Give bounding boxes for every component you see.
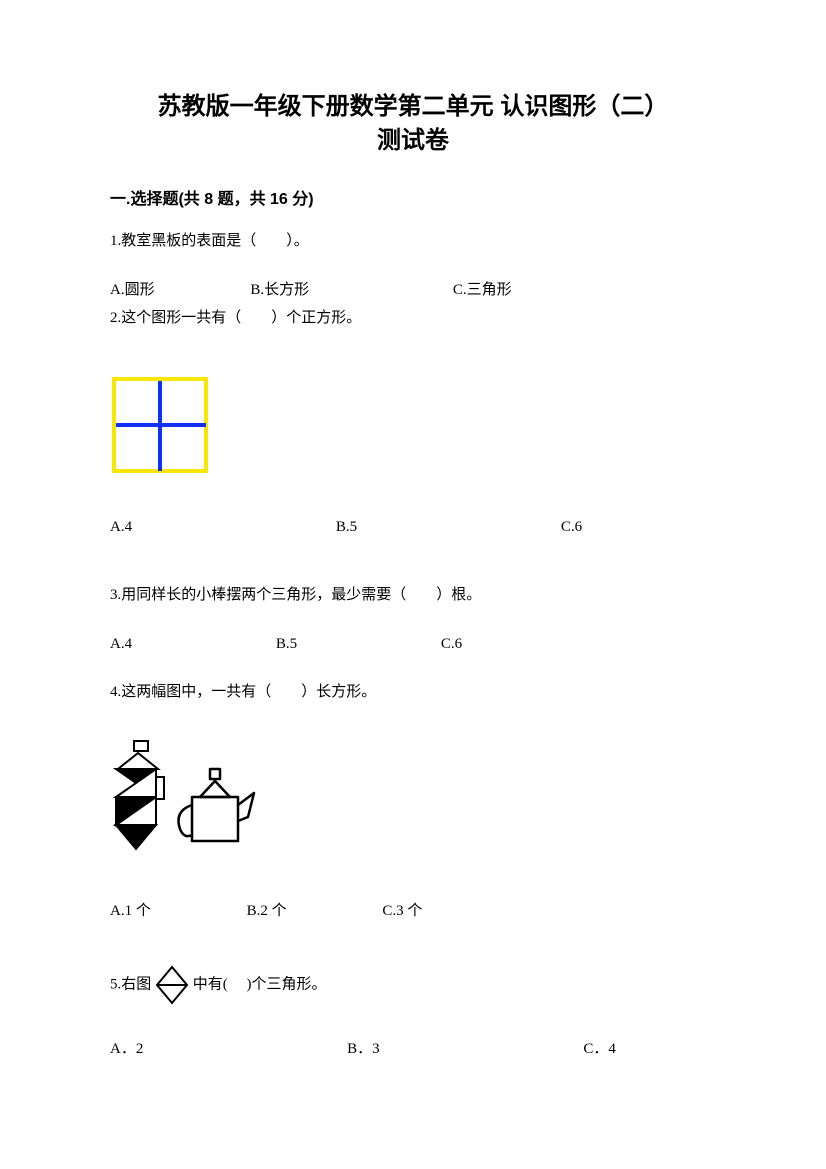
- q3-optC: C.6: [441, 630, 462, 659]
- q2-optA: A.4: [110, 513, 132, 542]
- q5-optC: C．4: [583, 1035, 616, 1064]
- q1-options: A.圆形 B.长方形 C.三角形: [110, 276, 716, 305]
- q2-optB: B.5: [336, 513, 357, 542]
- q5-suffix: 中有( )个三角形。: [193, 977, 327, 993]
- section-1-heading: 一.选择题(共 8 题，共 16 分): [110, 185, 716, 209]
- q5-figure: [155, 965, 189, 1005]
- q1-optB: B.长方形: [250, 276, 309, 305]
- q2-optC: C.6: [561, 513, 582, 542]
- q5-options: A．2 B．3 C．4: [110, 1035, 716, 1064]
- q5-optA: A．2: [110, 1035, 143, 1064]
- q4-options: A.1 个 B.2 个 C.3 个: [110, 897, 716, 926]
- q5-prefix: 5.右图: [110, 977, 151, 993]
- q3-options: A.4 B.5 C.6: [110, 630, 716, 659]
- q4-text: 4.这两幅图中，一共有（ ）长方形。: [110, 678, 716, 707]
- title-line-2: 测试卷: [110, 124, 716, 158]
- q1-text: 1.教室黑板的表面是（ ）。: [110, 227, 716, 256]
- q2-figure: [110, 375, 716, 475]
- q2-text: 2.这个图形一共有（ ）个正方形。: [110, 304, 716, 333]
- q5-optB: B．3: [347, 1035, 380, 1064]
- q3-optB: B.5: [276, 630, 297, 659]
- title-line-1: 苏教版一年级下册数学第二单元 认识图形（二）: [110, 90, 716, 124]
- q4-optB: B.2 个: [247, 897, 287, 926]
- q1-optC: C.三角形: [453, 276, 512, 305]
- kettle-sketches-icon: [110, 739, 280, 859]
- q3-optA: A.4: [110, 630, 132, 659]
- square-grid-icon: [110, 375, 210, 475]
- page: 苏教版一年级下册数学第二单元 认识图形（二） 测试卷 一.选择题(共 8 题，共…: [0, 0, 826, 1169]
- q1-optA: A.圆形: [110, 276, 155, 305]
- q4-optC: C.3 个: [382, 897, 422, 926]
- exam-title: 苏教版一年级下册数学第二单元 认识图形（二） 测试卷: [110, 90, 716, 157]
- q5-line: 5.右图 中有( )个三角形。: [110, 965, 716, 1005]
- q3-text: 3.用同样长的小棒摆两个三角形，最少需要（ ）根。: [110, 581, 716, 610]
- q4-figure: [110, 739, 716, 859]
- q2-options: A.4 B.5 C.6: [110, 513, 716, 542]
- q4-optA: A.1 个: [110, 897, 151, 926]
- rhombus-triangles-icon: [155, 965, 189, 1005]
